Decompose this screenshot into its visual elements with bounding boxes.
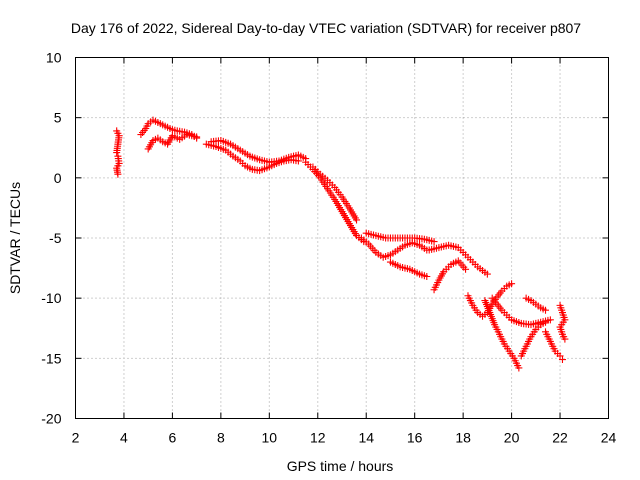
x-tick-label: 4: [120, 430, 128, 446]
x-tick-label: 8: [217, 430, 225, 446]
data-point: [508, 280, 516, 288]
data-point: [556, 352, 564, 360]
data-point: [462, 265, 470, 273]
series-arc6: [302, 158, 368, 246]
y-tick-label: -15: [41, 350, 61, 366]
data-point: [483, 270, 491, 278]
y-tick-label: 5: [54, 110, 62, 126]
data-point: [515, 364, 523, 372]
data-point: [542, 306, 550, 314]
y-tick-label: -20: [41, 411, 61, 427]
series-arc10: [386, 258, 431, 281]
x-tick-label: 22: [552, 430, 568, 446]
data-point: [353, 216, 361, 224]
data-point: [561, 335, 569, 343]
series-arc3: [144, 131, 201, 153]
series-arc18: [542, 328, 566, 364]
series-arc19: [556, 301, 569, 343]
data-point: [193, 133, 201, 141]
data-point: [113, 149, 121, 157]
series-arc1: [113, 127, 123, 178]
x-tick-label: 20: [504, 430, 520, 446]
series-arc4: [202, 140, 302, 175]
y-tick-label: -5: [49, 230, 62, 246]
y-axis-label: SDTVAR / TECUs: [7, 182, 23, 294]
series-arc7: [309, 163, 361, 224]
x-tick-label: 10: [262, 430, 278, 446]
grid-layer: [75, 57, 609, 419]
series-arc8: [357, 234, 431, 261]
data-point: [558, 356, 566, 364]
series-arc11: [425, 241, 491, 278]
y-tick-label: 10: [46, 50, 62, 66]
x-tick-label: 18: [455, 430, 471, 446]
series-arc12: [430, 257, 470, 294]
y-tick-label: 0: [54, 170, 62, 186]
x-axis-label: GPS time / hours: [287, 458, 394, 474]
data-point: [423, 273, 431, 281]
data-point: [542, 318, 550, 326]
plot-frame: [75, 57, 609, 419]
y-tick-label: -10: [41, 290, 61, 306]
data-point: [294, 157, 302, 165]
series-arc9: [362, 229, 438, 246]
x-tick-label: 12: [310, 430, 326, 446]
series-arc17: [522, 294, 550, 314]
series-arc5: [207, 137, 310, 166]
chart-title: Day 176 of 2022, Sidereal Day-to-day VTE…: [71, 20, 581, 36]
series-arc16: [517, 318, 550, 360]
data-points: [113, 116, 569, 372]
series-arc14: [481, 297, 523, 372]
data-point: [114, 170, 122, 178]
x-tick-label: 14: [358, 430, 374, 446]
x-tick-label: 2: [72, 430, 80, 446]
data-point: [430, 238, 438, 246]
x-tick-label: 24: [601, 430, 617, 446]
x-tick-label: 16: [407, 430, 423, 446]
data-point: [546, 316, 554, 324]
x-tick-label: 6: [169, 430, 177, 446]
